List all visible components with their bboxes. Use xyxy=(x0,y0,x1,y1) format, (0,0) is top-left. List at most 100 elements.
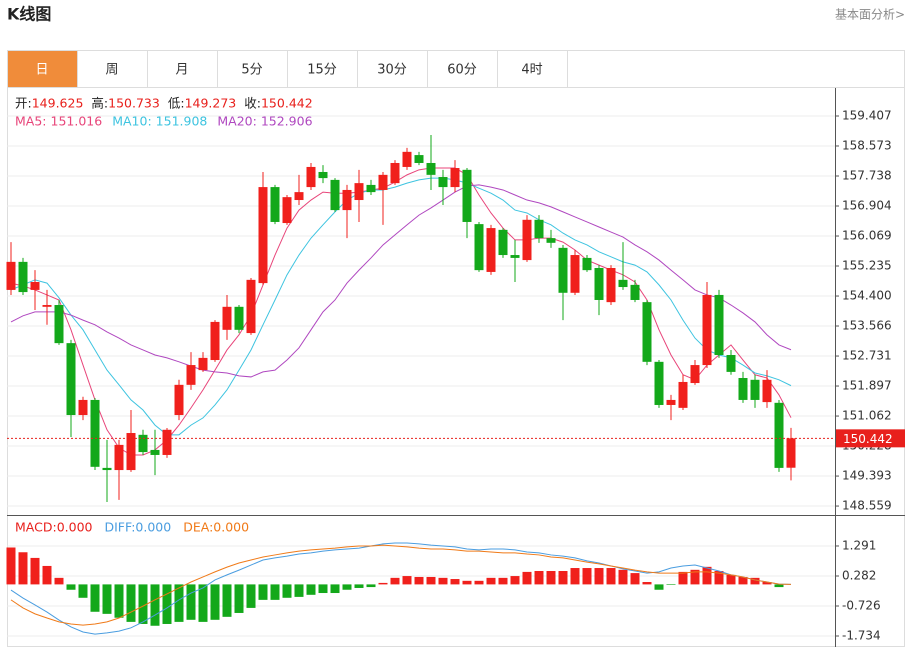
candle-body xyxy=(378,174,388,190)
macd-bar xyxy=(558,571,568,585)
tab-label[interactable]: 日 xyxy=(35,63,48,78)
macd-bar xyxy=(546,571,556,585)
macd-bar xyxy=(402,576,412,585)
y-tick-label: 0.282 xyxy=(842,569,876,583)
tab-label[interactable]: 30分 xyxy=(377,63,407,78)
macd-bar xyxy=(666,584,676,585)
macd-bar xyxy=(234,584,244,613)
candle-body xyxy=(726,354,736,372)
candle-body xyxy=(30,282,40,290)
candle-body xyxy=(222,306,232,330)
candle-body xyxy=(198,357,208,371)
macd-bar xyxy=(306,584,316,595)
candle-body xyxy=(150,449,160,455)
tab-label[interactable]: 月 xyxy=(175,63,188,78)
candle-body xyxy=(366,184,376,193)
ohlc-legend-value: 150.733 xyxy=(108,96,160,111)
macd-legend-value: 0.000 xyxy=(213,520,249,535)
ma-legend-label: MA10: xyxy=(112,114,151,129)
macd-bar xyxy=(510,576,520,585)
macd-bar xyxy=(522,571,532,585)
candle-body xyxy=(354,183,364,201)
y-tick-label: 159.407 xyxy=(842,108,892,122)
macd-bar xyxy=(462,580,472,585)
y-tick-label: 155.235 xyxy=(842,259,892,273)
y-tick-label: 1.291 xyxy=(842,538,876,552)
macd-bar xyxy=(186,584,196,620)
macd-bar xyxy=(138,584,148,624)
tab-label[interactable]: 4时 xyxy=(521,63,542,78)
candle-body xyxy=(66,343,76,416)
macd-bar xyxy=(450,579,460,585)
macd-bar xyxy=(246,584,256,608)
tab[interactable] xyxy=(497,50,568,88)
candle-body xyxy=(702,294,712,366)
fundamental-link[interactable]: 基本面分析> xyxy=(835,8,905,22)
macd-bar xyxy=(282,584,292,598)
candle-body xyxy=(474,224,484,271)
candle-body xyxy=(258,187,268,284)
macd-bar xyxy=(474,580,484,585)
candle-body xyxy=(534,219,544,239)
candle-body xyxy=(54,305,64,344)
tab-label[interactable]: 15分 xyxy=(307,63,337,78)
tab[interactable] xyxy=(357,50,428,88)
macd-bar xyxy=(198,584,208,622)
ma-legend-value: 151.908 xyxy=(156,114,208,129)
candle-body xyxy=(738,378,748,400)
y-tick-label: 151.062 xyxy=(842,409,892,423)
macd-bar xyxy=(378,582,388,585)
y-tick-label: 151.897 xyxy=(842,379,892,393)
tab[interactable] xyxy=(287,50,358,88)
macd-bar xyxy=(738,576,748,585)
current-price-box xyxy=(836,429,905,448)
macd-legend-label: MACD: xyxy=(15,520,57,535)
tab-label[interactable]: 60分 xyxy=(447,63,477,78)
candle-body xyxy=(282,197,292,224)
macd-bar xyxy=(18,552,28,585)
candle-body xyxy=(390,162,400,184)
macd-bar xyxy=(318,584,328,594)
macd-bar xyxy=(342,584,352,590)
tab[interactable] xyxy=(217,50,288,88)
macd-bar xyxy=(714,571,724,585)
macd-bar xyxy=(426,576,436,585)
macd-bar xyxy=(438,577,448,585)
macd-bar xyxy=(642,582,652,585)
macd-bar xyxy=(30,557,40,585)
ohlc-legend-value: 150.442 xyxy=(261,96,313,111)
tab[interactable] xyxy=(147,50,218,88)
macd-legend-label: DEA: xyxy=(183,520,213,535)
tab-label[interactable]: 5分 xyxy=(241,63,262,78)
candle-body xyxy=(294,192,304,201)
candle-body xyxy=(102,467,112,471)
ohlc-legend-value: 149.273 xyxy=(185,96,237,111)
macd-legend-value: 0.000 xyxy=(57,520,93,535)
macd-bar xyxy=(486,577,496,585)
ohlc-legend-label: 高: xyxy=(91,96,108,111)
candle-body xyxy=(786,438,796,468)
macd-bar xyxy=(414,576,424,585)
tab-label[interactable]: 周 xyxy=(105,63,118,78)
macd-bar xyxy=(126,584,136,622)
macd-bar xyxy=(150,584,160,626)
ma-legend-value: 151.016 xyxy=(51,114,103,129)
candle-body xyxy=(90,399,100,467)
candle-body xyxy=(618,279,628,288)
y-tick-label: 156.069 xyxy=(842,229,892,243)
macd-bar xyxy=(42,565,52,585)
candle-body xyxy=(318,171,328,179)
tab[interactable] xyxy=(7,50,78,88)
y-tick-label: 156.904 xyxy=(842,198,892,212)
current-price-label: 150.442 xyxy=(843,432,893,446)
candle-body xyxy=(246,279,256,334)
macd-bar xyxy=(582,568,592,585)
macd-bar xyxy=(174,584,184,622)
tab[interactable] xyxy=(77,50,148,88)
y-tick-label: 148.559 xyxy=(842,499,892,513)
candle-body xyxy=(402,151,412,167)
candle-body xyxy=(654,361,664,405)
candle-body xyxy=(582,257,592,271)
widget-title: K线图 xyxy=(7,5,51,24)
